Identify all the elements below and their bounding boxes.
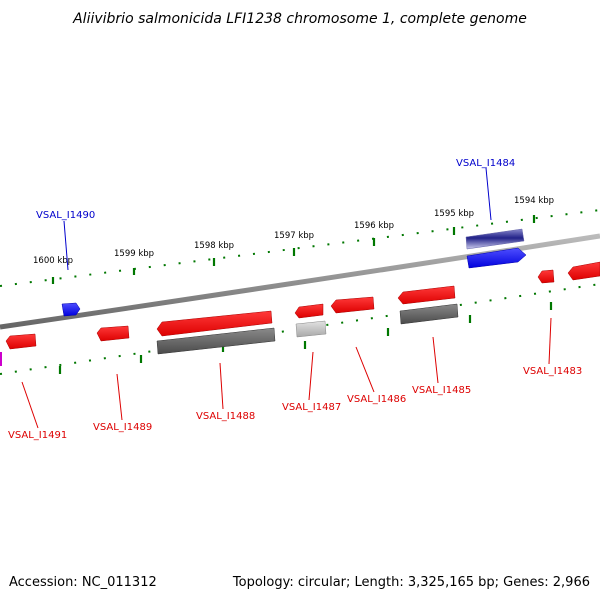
gene-VSAL_I1484-arrow[interactable] — [466, 247, 527, 269]
map-title: Aliivibrio salmonicida LFI1238 chromosom… — [72, 11, 527, 27]
gene-VSAL_I1487-cds-bar[interactable] — [295, 320, 327, 338]
gene-VSAL_I1491-arrow[interactable] — [5, 333, 37, 350]
gene-VSAL_I1483-arrow[interactable] — [537, 269, 555, 284]
gene-label-VSAL_I1488[interactable]: VSAL_I1488 — [196, 411, 255, 422]
gene-VSAL_I1484-cds-bar[interactable] — [465, 228, 525, 250]
gene-VSAL_I1486-arrow[interactable] — [330, 296, 375, 314]
accession-text: Accession: NC_011312 — [9, 575, 157, 590]
gene-label-VSAL_I1485[interactable]: VSAL_I1485 — [412, 385, 471, 396]
reverse-leader-lines — [21, 317, 552, 429]
gene-label-VSAL_I1483[interactable]: VSAL_I1483 — [523, 366, 582, 377]
kbp-label: 1595 kbp — [434, 209, 474, 219]
kbp-label: 1597 kbp — [274, 231, 314, 241]
gene-partial-right-arrow[interactable] — [567, 261, 600, 281]
gene-label-VSAL_I1490[interactable]: VSAL_I1490 — [36, 210, 95, 221]
gene-VSAL_I1490-arrow[interactable] — [61, 302, 81, 317]
kbp-label: 1596 kbp — [354, 221, 394, 231]
forward-leader-lines — [63, 167, 492, 271]
kbp-label: 1598 kbp — [194, 241, 234, 251]
gene-label-VSAL_I1487[interactable]: VSAL_I1487 — [282, 402, 341, 413]
kbp-label: 1594 kbp — [514, 196, 554, 206]
gene-VSAL_I1488-arrow[interactable] — [156, 310, 273, 337]
gene-VSAL_I1485-cds-bar[interactable] — [399, 303, 459, 325]
gene-label-VSAL_I1484[interactable]: VSAL_I1484 — [456, 158, 515, 169]
gene-VSAL_I1485-arrow[interactable] — [397, 285, 456, 305]
kbp-label: 1600 kbp — [33, 256, 73, 266]
gene-VSAL_I1489-arrow[interactable] — [96, 325, 130, 342]
gene-VSAL_I1487-arrow[interactable] — [294, 303, 324, 319]
gene-label-VSAL_I1491[interactable]: VSAL_I1491 — [8, 430, 67, 441]
genome-summary-text: Topology: circular; Length: 3,325,165 bp… — [232, 575, 590, 590]
gene-label-VSAL_I1486[interactable]: VSAL_I1486 — [347, 394, 406, 405]
gene-partial-left-marker — [0, 352, 2, 366]
gene-label-VSAL_I1489[interactable]: VSAL_I1489 — [93, 422, 152, 433]
gene-VSAL_I1488-cds-bar[interactable] — [156, 327, 276, 355]
outer-major-ticks — [51, 215, 536, 284]
kbp-label: 1599 kbp — [114, 249, 154, 259]
